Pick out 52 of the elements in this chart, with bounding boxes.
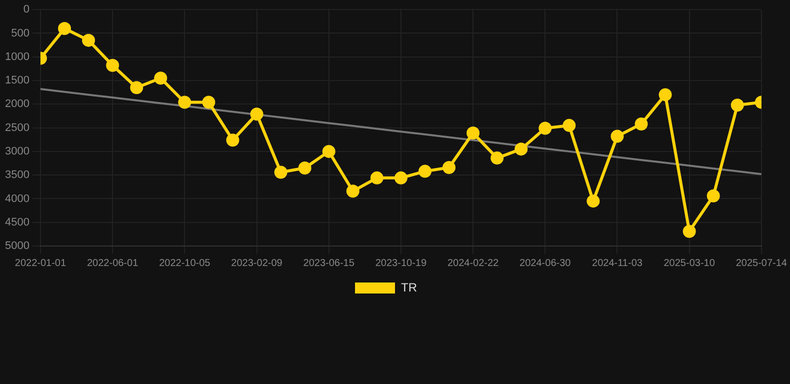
point <box>442 161 456 174</box>
point <box>610 130 624 143</box>
point <box>538 122 552 135</box>
point <box>274 166 288 179</box>
point <box>466 126 480 140</box>
y-tick-label: 5000 <box>4 240 30 252</box>
point <box>394 171 408 184</box>
point <box>130 81 144 94</box>
point <box>682 224 696 238</box>
point <box>418 164 432 178</box>
point <box>226 134 240 147</box>
point <box>562 118 576 132</box>
x-tick-label: 2023-10-19 <box>375 258 427 269</box>
point <box>514 142 528 156</box>
x-tick-label: 2024-02-22 <box>447 258 500 269</box>
point <box>658 88 672 102</box>
x-tick-label: 2025-07-14 <box>736 258 788 269</box>
y-tick-label: 500 <box>11 27 30 40</box>
x-tick-label: 2025-03-10 <box>664 258 716 269</box>
point <box>322 144 336 158</box>
point <box>370 171 384 184</box>
x-tick-label: 2022-01-01 <box>14 258 66 269</box>
point <box>586 194 600 208</box>
point <box>106 58 120 72</box>
point <box>202 96 216 109</box>
point <box>490 152 504 165</box>
y-tick-label: 0 <box>23 4 30 16</box>
y-tick-label: 2500 <box>4 122 30 134</box>
y-tick-label: 4500 <box>4 216 30 228</box>
point <box>250 108 264 121</box>
y-tick-label: 1500 <box>4 74 30 87</box>
point <box>82 34 96 47</box>
point <box>634 118 648 131</box>
y-tick-label: 4000 <box>4 192 30 205</box>
point <box>178 96 192 109</box>
y-tick-label: 2000 <box>4 98 30 110</box>
legend-label: TR <box>401 280 418 294</box>
y-tick-label: 1000 <box>4 50 30 63</box>
x-tick-label: 2022-06-01 <box>86 258 139 269</box>
x-tick-label: 2024-11-03 <box>592 258 643 269</box>
x-tick-label: 2023-02-09 <box>231 258 283 269</box>
point <box>346 184 360 198</box>
point <box>706 189 720 202</box>
x-tick-label: 2024-06-30 <box>520 258 572 269</box>
y-tick-label: 3500 <box>4 169 30 182</box>
y-tick-label: 3000 <box>4 145 30 158</box>
point <box>298 161 312 174</box>
point <box>154 72 168 85</box>
x-tick-label: 2022-10-05 <box>159 258 211 269</box>
point <box>730 98 744 112</box>
point <box>58 22 72 36</box>
x-tick-label: 2023-06-15 <box>303 258 355 269</box>
